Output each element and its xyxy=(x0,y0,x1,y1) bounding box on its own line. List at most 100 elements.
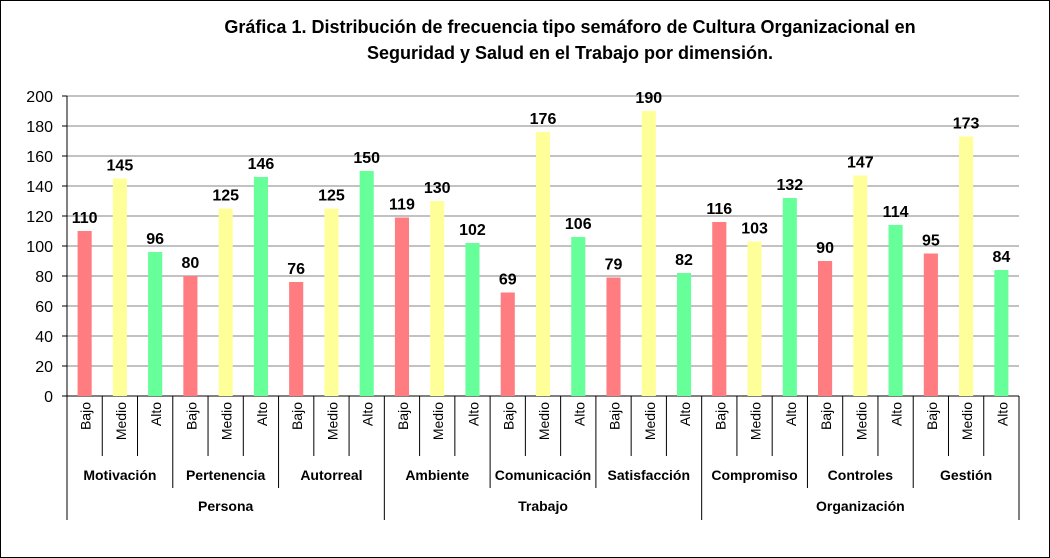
level-label: Alto xyxy=(254,402,270,426)
bar-medio xyxy=(853,175,868,396)
bar-bajo xyxy=(77,231,92,396)
bar-alto xyxy=(888,225,903,396)
group-label: Organización xyxy=(816,498,905,514)
level-label: Bajo xyxy=(183,402,199,430)
bar-medio xyxy=(112,178,127,396)
bar-alto xyxy=(571,237,586,396)
chart-title-line-2: Seguridad y Salud en el Trabajo por dime… xyxy=(366,43,774,63)
group-label: Trabajo xyxy=(518,498,568,514)
data-label: 150 xyxy=(353,150,380,167)
level-label: Medio xyxy=(748,402,764,440)
bar-medio xyxy=(430,201,445,396)
data-label: 146 xyxy=(248,156,275,173)
bar-bajo xyxy=(606,277,621,396)
data-label: 176 xyxy=(530,111,557,128)
dimension-label: Satisfacción xyxy=(608,467,690,483)
level-label: Medio xyxy=(324,402,340,440)
bar-alto xyxy=(782,198,797,396)
data-label: 69 xyxy=(499,272,517,289)
level-label: Alto xyxy=(148,402,164,426)
bar-alto xyxy=(676,273,692,396)
data-label: 95 xyxy=(922,233,940,250)
chart-title-line-1: Gráfica 1. Distribución de frecuencia ti… xyxy=(224,17,916,37)
y-tick-label: 0 xyxy=(44,389,53,406)
y-tick-label: 160 xyxy=(26,149,53,166)
data-label: 114 xyxy=(883,204,909,221)
bar-bajo xyxy=(923,253,938,396)
level-label: Alto xyxy=(465,402,481,426)
data-label: 132 xyxy=(776,177,803,194)
dimension-label: Comunicación xyxy=(495,467,591,483)
level-label: Bajo xyxy=(501,402,517,430)
dimension-label: Pertenencia xyxy=(186,467,266,483)
bar-alto xyxy=(359,171,374,396)
bar-bajo xyxy=(183,276,198,396)
data-label: 173 xyxy=(953,116,980,133)
y-tick-label: 100 xyxy=(26,239,53,256)
bar-alto xyxy=(994,270,1009,396)
level-label: Alto xyxy=(360,402,376,426)
dimension-label: Controles xyxy=(828,467,894,483)
dimension-label: Motivación xyxy=(83,467,156,483)
data-label: 76 xyxy=(287,261,305,278)
data-label: 125 xyxy=(212,188,239,205)
data-label: 84 xyxy=(992,249,1010,266)
data-label: 82 xyxy=(675,252,693,269)
data-label: 106 xyxy=(565,216,592,233)
y-tick-label: 120 xyxy=(26,209,53,226)
y-tick-label: 60 xyxy=(35,299,53,316)
dimension-label: Compromiso xyxy=(711,467,797,483)
level-label: Medio xyxy=(219,402,235,440)
bar-medio xyxy=(959,136,974,396)
bar-medio xyxy=(218,208,233,396)
level-label: Bajo xyxy=(395,402,411,430)
level-label: Bajo xyxy=(78,402,94,430)
data-label: 80 xyxy=(182,255,200,272)
dimension-label: Gestión xyxy=(940,467,992,483)
dimension-label: Ambiente xyxy=(405,467,469,483)
level-label: Medio xyxy=(642,402,658,440)
bar-alto xyxy=(148,252,163,396)
level-label: Alto xyxy=(889,402,905,426)
level-label: Bajo xyxy=(924,402,940,430)
bar-medio xyxy=(535,132,551,396)
data-label: 110 xyxy=(72,210,98,227)
bar-bajo xyxy=(712,222,727,396)
bar-alto xyxy=(253,177,268,396)
bar-bajo xyxy=(500,292,515,396)
y-tick-label: 40 xyxy=(35,329,53,346)
level-label: Medio xyxy=(959,402,975,440)
chart-title: Gráfica 1. Distribución de frecuencia ti… xyxy=(150,14,990,66)
level-label: Alto xyxy=(571,402,587,426)
data-label: 145 xyxy=(107,158,134,175)
level-label: Medio xyxy=(113,402,129,440)
y-tick-label: 200 xyxy=(26,89,53,106)
bar-bajo xyxy=(394,217,410,396)
y-tick-label: 180 xyxy=(26,119,53,136)
bar-alto xyxy=(465,243,480,396)
data-label: 90 xyxy=(816,240,834,257)
bar-medio xyxy=(641,111,656,396)
bar-medio xyxy=(747,241,762,396)
group-label: Persona xyxy=(198,498,253,514)
data-label: 130 xyxy=(424,180,451,197)
y-tick-label: 80 xyxy=(35,269,53,286)
data-label: 116 xyxy=(706,201,732,218)
data-label: 103 xyxy=(741,221,768,238)
y-tick-label: 140 xyxy=(26,179,53,196)
level-label: Alto xyxy=(994,402,1010,426)
data-label: 79 xyxy=(605,257,623,274)
data-label: 119 xyxy=(389,197,415,214)
bar-bajo xyxy=(289,282,304,396)
level-label: Medio xyxy=(430,402,446,440)
level-label: Medio xyxy=(536,402,552,440)
dimension-label: Autorreal xyxy=(300,467,362,483)
level-label: Bajo xyxy=(712,402,728,430)
data-label: 96 xyxy=(146,231,164,248)
level-label: Alto xyxy=(783,402,799,426)
data-label: 147 xyxy=(847,155,874,172)
level-label: Bajo xyxy=(818,402,834,430)
y-tick-label: 20 xyxy=(35,359,53,376)
